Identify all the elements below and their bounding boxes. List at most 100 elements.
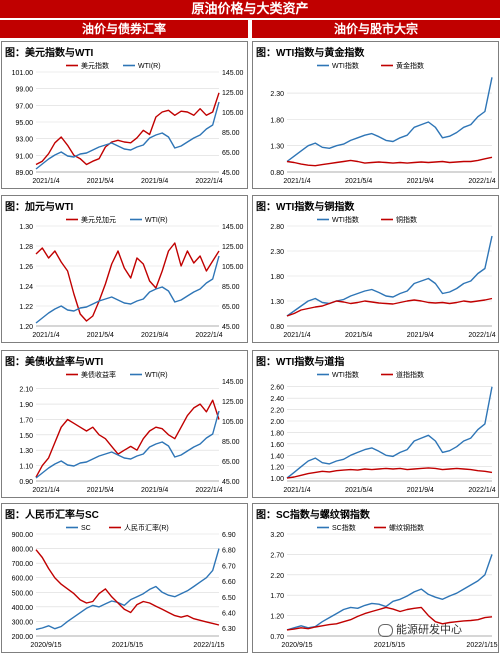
section-header-left: 油价与债券汇率 — [0, 20, 248, 38]
panel-cad-wti: 图：加元与WTI 1.20 1.22 1.24 1.26 1.28 1.30 45.00 65… — [1, 195, 248, 343]
y-left-tick-label: 2.00 — [270, 419, 284, 426]
y-right-tick-label: 6.30 — [222, 626, 236, 633]
y-left-tick-label: 2.80 — [270, 224, 284, 231]
series-line — [286, 467, 493, 479]
y-left-tick-label: 500.00 — [12, 590, 34, 597]
x-tick-label: 2022/1/4 — [195, 332, 222, 339]
y-right-tick-label: 85.00 — [222, 130, 240, 137]
chart-wti-gold: 0.80 1.30 1.80 2.30 2021/1/4 2021/5/4 2021/9/4… — [270, 61, 495, 185]
section-header-right: 油价与股市大宗 — [252, 20, 500, 38]
page-title: 原油价格与大类资产 — [0, 0, 500, 18]
chart-title: 图：WTI指数与黄金指数 — [256, 48, 365, 59]
x-tick-label: 2021/9/4 — [141, 487, 168, 494]
y-left-tick-label: 3.20 — [270, 532, 284, 539]
chart-title: 图：美债收益率与WTI — [5, 357, 104, 368]
x-tick-label: 2021/9/4 — [407, 178, 434, 185]
y-left-tick-label: 1.22 — [19, 304, 33, 311]
x-tick-label: 2021/5/4 — [87, 178, 114, 185]
legend-label: WTI指数 — [332, 61, 359, 70]
x-tick-label: 2021/5/15 — [374, 642, 405, 649]
y-left-tick-label: 200.00 — [12, 634, 34, 641]
chart-cad-wti: 1.20 1.22 1.24 1.26 1.28 1.30 45.00 65.00 85.00 1… — [19, 215, 244, 339]
x-tick-label: 2022/1/4 — [468, 487, 495, 494]
y-left-tick-label: 300.00 — [12, 619, 34, 626]
series-line — [286, 235, 493, 317]
x-tick-label: 2021/5/4 — [87, 332, 114, 339]
series-line — [35, 399, 220, 478]
series-line — [35, 255, 220, 324]
legend-label: WTI(R) — [145, 217, 168, 224]
x-tick-label: 2021/9/4 — [407, 332, 434, 339]
y-left-tick-label: 1.26 — [19, 264, 33, 271]
y-left-tick-label: 1.40 — [270, 453, 284, 460]
legend-label: 道指指数 — [396, 370, 424, 379]
series-line — [286, 554, 493, 631]
panel-wti-gold: 图：WTI指数与黄金指数 0.80 1.30 1.80 2.30 2021/1/4 202… — [252, 41, 499, 189]
series-line — [35, 101, 220, 170]
series-line — [35, 410, 220, 479]
y-left-tick-label: 1.20 — [19, 324, 33, 331]
chart-cny-sc: 200.00 300.00 400.00 500.00 600.00 700.00 800.… — [12, 523, 236, 649]
y-left-tick-label: 1.70 — [270, 593, 284, 600]
y-right-tick-label: 105.00 — [222, 419, 244, 426]
chart-wti-copper: 0.80 1.30 1.80 2.30 2.80 2021/1/4 2021/5/4 2021… — [270, 215, 495, 339]
legend-label: 黄金指数 — [396, 61, 424, 70]
x-tick-label: 2021/5/4 — [345, 487, 372, 494]
x-tick-label: 2022/1/4 — [195, 178, 222, 185]
legend-label: 美债收益率 — [81, 370, 116, 379]
y-left-tick-label: 2.20 — [270, 408, 284, 415]
y-right-tick-label: 65.00 — [222, 304, 240, 311]
legend-label: 美元指数 — [81, 61, 109, 70]
y-right-tick-label: 145.00 — [222, 379, 244, 386]
chart-dxy-wti: 89.00 91.00 93.00 95.00 97.00 99.00 101.00 45.0… — [12, 61, 244, 185]
y-left-tick-label: 2.10 — [19, 387, 33, 394]
legend-label: SC — [81, 525, 91, 532]
y-right-tick-label: 145.00 — [222, 224, 244, 231]
y-left-tick-label: 0.80 — [270, 324, 284, 331]
y-left-tick-label: 1.30 — [19, 224, 33, 231]
y-left-tick-label: 1.24 — [19, 284, 33, 291]
y-left-tick-label: 1.30 — [19, 448, 33, 455]
x-tick-label: 2022/1/15 — [193, 642, 224, 649]
y-right-tick-label: 6.70 — [222, 563, 236, 570]
y-left-tick-label: 2.20 — [270, 573, 284, 580]
x-tick-label: 2021/9/4 — [141, 332, 168, 339]
panel-sc-rebar: 图：SC指数与螺纹钢指数 0.70 1.20 1.70 2.20 2.70 3.20 202… — [252, 503, 499, 653]
y-left-tick-label: 1.60 — [270, 442, 284, 449]
y-left-tick-label: 1.00 — [270, 476, 284, 483]
y-left-tick-label: 95.00 — [15, 120, 33, 127]
y-left-tick-label: 2.30 — [270, 249, 284, 256]
y-right-tick-label: 65.00 — [222, 150, 240, 157]
chart-title: 图：WTI指数与道指 — [256, 357, 345, 368]
y-left-tick-label: 1.50 — [19, 433, 33, 440]
x-tick-label: 2022/1/4 — [468, 332, 495, 339]
y-right-tick-label: 65.00 — [222, 459, 240, 466]
panel-wti-dow: 图：WTI指数与道指 1.00 1.20 1.40 1.60 1.80 2.00 2.20 2… — [252, 350, 499, 498]
y-left-tick-label: 600.00 — [12, 576, 34, 583]
y-left-tick-label: 1.80 — [270, 274, 284, 281]
x-tick-label: 2021/5/15 — [112, 642, 143, 649]
y-left-tick-label: 1.80 — [270, 117, 284, 124]
y-right-tick-label: 125.00 — [222, 399, 244, 406]
series-line — [286, 297, 493, 317]
y-right-tick-label: 45.00 — [222, 170, 240, 177]
series-line — [35, 549, 220, 626]
x-tick-label: 2021/1/4 — [283, 487, 310, 494]
y-left-tick-label: 1.30 — [270, 299, 284, 306]
y-left-tick-label: 1.80 — [270, 430, 284, 437]
y-right-tick-label: 145.00 — [222, 70, 244, 77]
y-right-tick-label: 45.00 — [222, 479, 240, 486]
y-left-tick-label: 2.70 — [270, 552, 284, 559]
series-line — [35, 548, 220, 631]
x-tick-label: 2020/9/15 — [30, 642, 61, 649]
y-left-tick-label: 91.00 — [15, 153, 33, 160]
x-tick-label: 2021/1/4 — [283, 178, 310, 185]
x-tick-label: 2021/9/4 — [141, 178, 168, 185]
chart-sc-rebar: 0.70 1.20 1.70 2.20 2.70 3.20 2020/9/15 2021/5/… — [270, 523, 497, 649]
x-tick-label: 2021/1/4 — [32, 178, 59, 185]
x-tick-label: 2021/1/4 — [283, 332, 310, 339]
y-right-tick-label: 6.90 — [222, 532, 236, 539]
chart-title: 图：美元指数与WTI — [5, 48, 94, 59]
y-left-tick-label: 1.20 — [270, 614, 284, 621]
x-tick-label: 2021/1/4 — [32, 332, 59, 339]
